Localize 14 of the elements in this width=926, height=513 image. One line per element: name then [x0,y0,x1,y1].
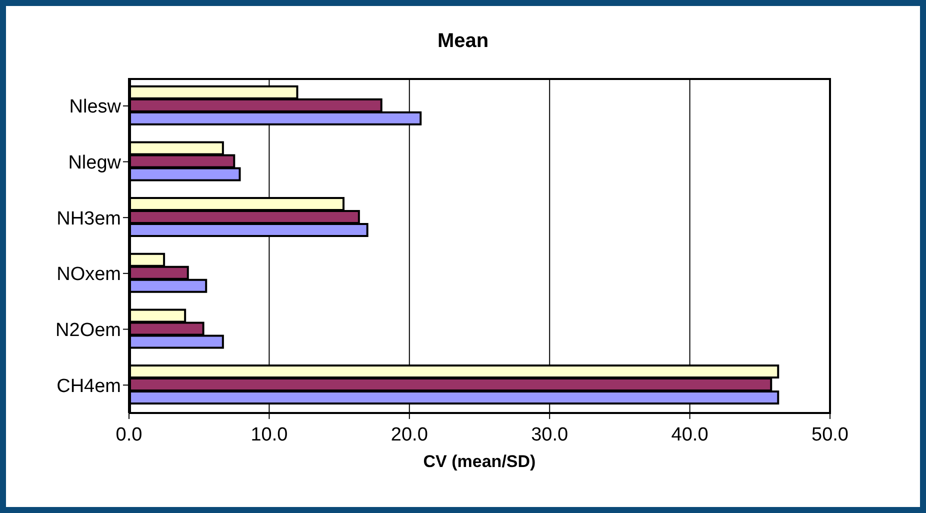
y-tick-label: N2Oem [56,320,121,341]
y-tick-label: NOxem [56,264,121,286]
chart-title: Mean [436,30,490,53]
x-axis-title: CV (mean/SD) [423,452,536,471]
x-tick-label: 40.0 [671,424,708,446]
x-tick-label: 50.0 [812,424,848,446]
y-tick-label: Nlegw [68,152,122,174]
y-tick-label: Nlesw [69,96,122,118]
x-tick-label: 20.0 [390,424,428,446]
y-tick-label: CH4em [56,376,121,397]
y-tick-label: NH3em [56,208,121,230]
x-tick-label: 10.0 [250,424,288,446]
x-tick-label: 0.0 [116,424,142,446]
x-tick-label: 30.0 [531,424,568,446]
